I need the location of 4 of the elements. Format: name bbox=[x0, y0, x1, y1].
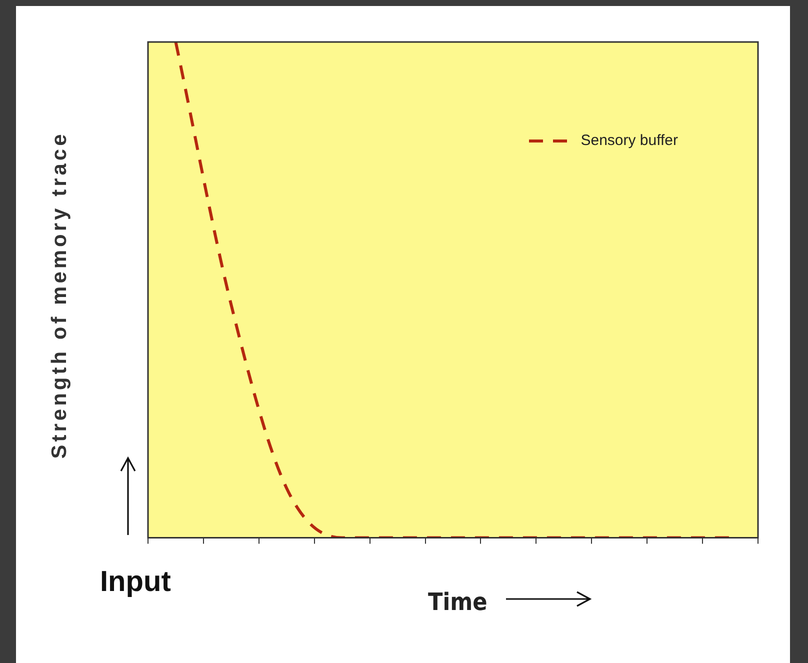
x-axis-title: Time bbox=[428, 588, 488, 616]
text: Input bbox=[100, 566, 171, 599]
y-axis-title: Strength of memory trace bbox=[48, 131, 72, 459]
legend-label: Sensory buffer bbox=[580, 132, 678, 149]
